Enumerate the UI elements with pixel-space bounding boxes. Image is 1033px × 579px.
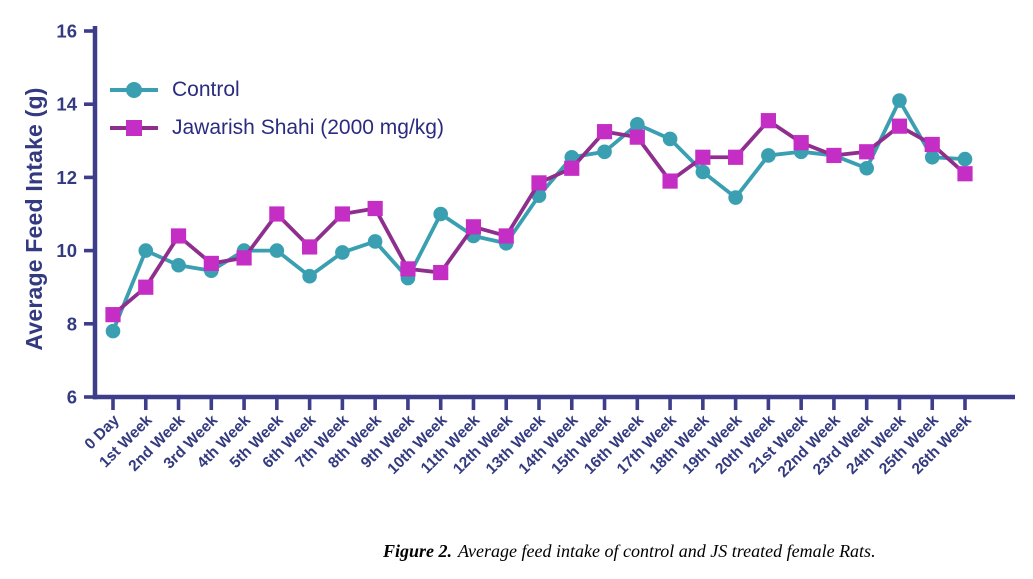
point-js-5 xyxy=(269,206,285,222)
point-js-20 xyxy=(760,113,776,129)
point-js-14 xyxy=(564,160,580,176)
point-js-16 xyxy=(629,129,645,145)
point-js-25 xyxy=(924,136,940,153)
point-js-3 xyxy=(203,255,219,272)
point-js-6 xyxy=(302,239,318,255)
point-control-20 xyxy=(761,148,776,163)
legend-label-control: Control xyxy=(172,78,240,101)
point-js-7 xyxy=(334,206,350,222)
point-js-26 xyxy=(957,166,973,182)
point-js-2 xyxy=(170,228,187,244)
point-js-11 xyxy=(465,219,482,235)
legend-item-control: Control xyxy=(110,77,444,103)
point-js-19 xyxy=(728,149,744,165)
point-control-0 xyxy=(105,323,121,339)
point-js-8 xyxy=(367,200,383,217)
point-js-1 xyxy=(138,279,154,295)
point-control-23 xyxy=(859,160,874,176)
y-tick-label: 8 xyxy=(67,313,77,334)
point-control-5 xyxy=(269,243,285,258)
point-control-8 xyxy=(367,234,383,249)
y-tick-label: 16 xyxy=(56,21,77,42)
point-control-1 xyxy=(138,243,154,258)
point-js-4 xyxy=(236,250,252,266)
js-square-marker-icon xyxy=(126,120,142,136)
point-control-7 xyxy=(335,245,350,260)
y-tick-label: 14 xyxy=(56,94,77,115)
point-js-10 xyxy=(433,264,449,281)
point-control-6 xyxy=(302,268,317,284)
y-tick-label: 6 xyxy=(67,387,77,408)
legend-label-js: Jawarish Shahi (2000 mg/kg) xyxy=(172,116,444,139)
point-js-17 xyxy=(662,173,678,189)
point-js-15 xyxy=(596,124,613,140)
point-js-18 xyxy=(695,149,711,165)
point-control-2 xyxy=(171,257,186,273)
point-js-9 xyxy=(400,261,416,277)
control-series-icon xyxy=(110,77,158,103)
point-control-26 xyxy=(957,151,973,167)
point-js-13 xyxy=(531,175,547,191)
js-series-icon xyxy=(110,115,158,141)
y-axis-title: Average Feed Intake (g) xyxy=(21,87,47,351)
point-control-24 xyxy=(892,93,907,108)
point-js-22 xyxy=(826,147,842,164)
point-js-24 xyxy=(891,118,908,134)
point-js-21 xyxy=(793,135,809,151)
point-js-12 xyxy=(498,228,514,244)
point-control-25 xyxy=(924,149,940,165)
point-js-0 xyxy=(105,307,121,323)
point-control-18 xyxy=(695,164,711,180)
point-control-19 xyxy=(728,190,743,205)
point-control-16 xyxy=(630,117,645,132)
legend: Control Jawarish Shahi (2000 mg/kg) xyxy=(110,77,444,141)
control-circle-marker-icon xyxy=(126,82,142,98)
caption-prefix: Figure 2. xyxy=(383,541,453,561)
legend-item-js: Jawarish Shahi (2000 mg/kg) xyxy=(110,115,444,141)
point-js-23 xyxy=(859,144,875,160)
point-control-10 xyxy=(433,206,448,222)
caption-text: Average feed intake of control and JS tr… xyxy=(458,541,876,561)
y-tick-label: 10 xyxy=(56,240,77,261)
y-tick-label: 12 xyxy=(56,167,77,188)
point-control-17 xyxy=(662,131,678,147)
point-control-15 xyxy=(597,144,612,160)
figure-caption: Figure 2. Average feed intake of control … xyxy=(383,541,876,562)
